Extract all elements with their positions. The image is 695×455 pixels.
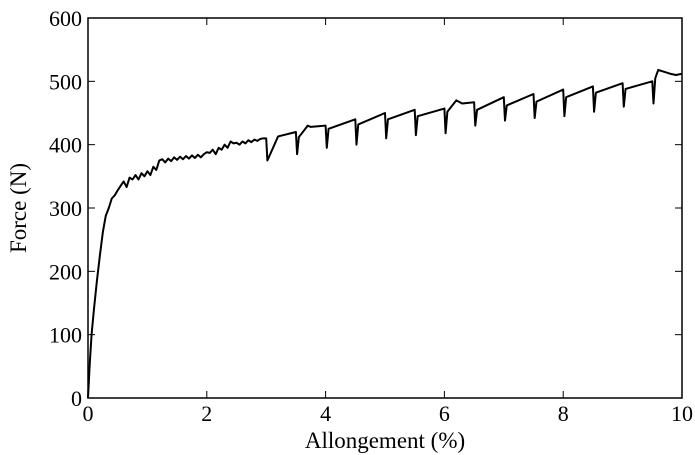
y-tick-label: 600 (49, 6, 82, 31)
y-tick-label: 100 (49, 323, 82, 348)
y-tick-label: 400 (49, 133, 82, 158)
y-tick-label: 500 (49, 69, 82, 94)
force-elongation-curve (87, 68, 683, 399)
y-tick-label: 300 (49, 196, 82, 221)
x-tick-label: 0 (83, 401, 94, 426)
y-axis-label: Force (N) (6, 163, 31, 253)
x-tick-label: 2 (201, 401, 212, 426)
y-tick-label: 0 (71, 386, 82, 411)
x-tick-label: 4 (320, 401, 331, 426)
y-tick-label: 200 (49, 259, 82, 284)
x-tick-label: 10 (671, 401, 693, 426)
x-axis-label: Allongement (%) (305, 428, 465, 453)
x-tick-label: 8 (558, 401, 569, 426)
x-tick-label: 6 (439, 401, 450, 426)
plot-frame (87, 17, 683, 399)
